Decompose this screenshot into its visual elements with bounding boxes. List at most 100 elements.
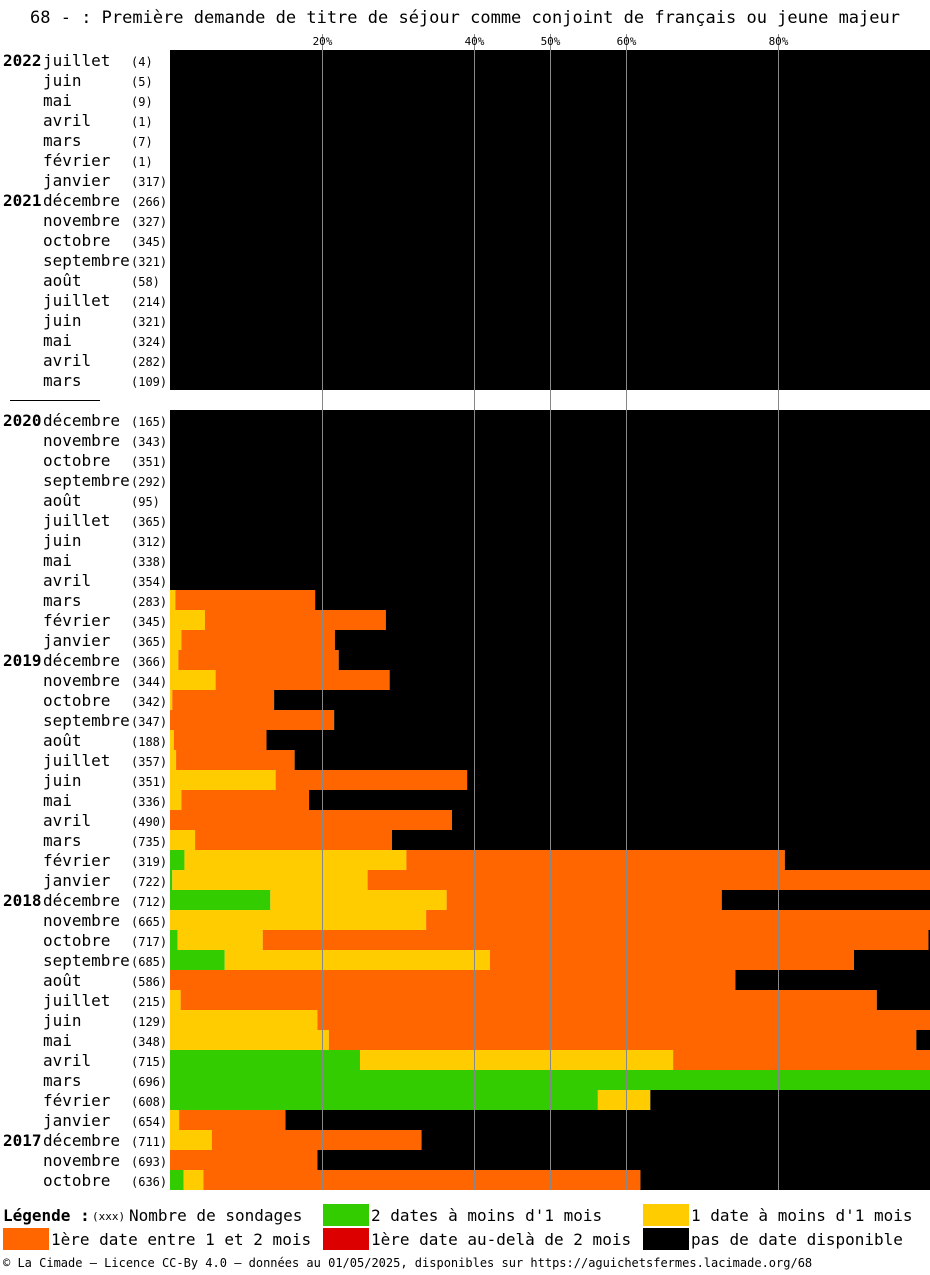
month-label: juin — [43, 771, 82, 790]
count-label: (1) — [131, 115, 153, 129]
month-label: septembre — [43, 711, 130, 730]
bar-segment-row-44-s4 — [928, 930, 930, 950]
month-label: novembre — [43, 1151, 120, 1170]
count-label: (58) — [131, 275, 160, 289]
bar-segment-2019-30-s2 — [178, 650, 339, 670]
bar-segment-2019-30-s4 — [338, 650, 930, 670]
count-label: (665) — [131, 915, 167, 929]
bar-segment-2018-42-s1 — [270, 890, 447, 910]
bar-segment-row-27-s1 — [170, 590, 176, 610]
bar-segment-row-35-s4 — [294, 750, 930, 770]
bar-segment-row-37-s2 — [181, 790, 310, 810]
bar-segment-row-45-s0 — [170, 950, 225, 970]
credits-footer: © La Cimade – Licence CC-By 4.0 – donnée… — [3, 1256, 813, 1270]
bar-segment-row-39-s1 — [170, 830, 196, 850]
month-label: mars — [43, 131, 82, 150]
month-label: février — [43, 611, 111, 630]
month-label: mai — [43, 551, 72, 570]
count-label: (321) — [131, 255, 167, 269]
month-label: septembre — [43, 471, 130, 490]
count-label: (129) — [131, 1015, 167, 1029]
count-label: (165) — [131, 415, 167, 429]
bar-segment-row-28-s1 — [170, 610, 205, 630]
month-label: décembre — [43, 191, 120, 210]
bar-segment-row-35-s1 — [170, 750, 177, 770]
legend-swatch-red — [323, 1228, 369, 1250]
bar-segment-row-52-s1 — [597, 1090, 651, 1110]
count-label: (345) — [131, 615, 167, 629]
month-label: octobre — [43, 691, 110, 710]
count-label: (343) — [131, 435, 167, 449]
count-label: (317) — [131, 175, 167, 189]
legend-count-label: Nombre de sondages — [129, 1206, 303, 1225]
month-label: mars — [43, 371, 82, 390]
bar-segment-row-41-s2 — [367, 870, 930, 890]
legend-swatch-black — [643, 1228, 689, 1250]
month-label: août — [43, 971, 82, 990]
bar-segment-row-47-s1 — [170, 990, 181, 1010]
legend-row-1: Légende : (xxx) Nombre de sondages 2 dat… — [0, 1204, 930, 1228]
count-label: (693) — [131, 1155, 167, 1169]
bar-segment-row-56-s2 — [203, 1170, 641, 1190]
bar-segment-2019-30-s1 — [170, 650, 179, 670]
bar-segment-row-29-s1 — [170, 630, 182, 650]
bar-segment-row-44-s2 — [262, 930, 929, 950]
bar-segment-row-45-s1 — [224, 950, 490, 970]
count-label: (365) — [131, 635, 167, 649]
count-label: (4) — [131, 55, 153, 69]
month-label: février — [43, 151, 111, 170]
month-label: août — [43, 491, 82, 510]
bar-segment-row-27-s4 — [315, 590, 930, 610]
bar-segment-row-47-s2 — [180, 990, 877, 1010]
month-label: avril — [43, 571, 91, 590]
bar-segment-row-44-s0 — [170, 930, 178, 950]
bar-segment-row-52-s0 — [170, 1090, 598, 1110]
count-label: (9) — [131, 95, 153, 109]
month-label: juillet — [43, 751, 110, 770]
month-label: avril — [43, 111, 91, 130]
count-label: (351) — [131, 455, 167, 469]
month-label: novembre — [43, 671, 120, 690]
bar-segment-row-52-s4 — [650, 1090, 930, 1110]
bar-segment-row-34-s4 — [266, 730, 930, 750]
count-label: (327) — [131, 215, 167, 229]
bar-segment-row-33-s4 — [334, 710, 930, 730]
count-label: (357) — [131, 755, 167, 769]
legend-swatch-yellow — [643, 1204, 689, 1226]
legend-label-yellow: 1 date à moins d'1 mois — [691, 1206, 913, 1225]
month-label: janvier — [43, 631, 111, 650]
bar-segment-row-37-s4 — [309, 790, 930, 810]
bar-segment-row-46-s2 — [170, 970, 736, 990]
bar-segment-row-40-s1 — [184, 850, 407, 870]
bar-segment-row-32-s4 — [274, 690, 930, 710]
bar-segment-row-41-s1 — [172, 870, 368, 890]
legend-swatch-orange — [3, 1228, 49, 1250]
month-label: juin — [43, 311, 82, 330]
year-label: 2022 — [3, 51, 42, 70]
month-label: mars — [43, 831, 82, 850]
count-label: (338) — [131, 555, 167, 569]
x-tick-label: 80% — [769, 35, 789, 48]
count-label: (347) — [131, 715, 167, 729]
count-label: (348) — [131, 1035, 167, 1049]
count-label: (586) — [131, 975, 167, 989]
bar-segment-row-50-s1 — [360, 1050, 674, 1070]
legend-count-marker: (xxx) — [92, 1210, 126, 1223]
count-label: (292) — [131, 475, 167, 489]
bar-segment-row-27-s2 — [175, 590, 316, 610]
month-label: octobre — [43, 1171, 110, 1190]
bar-segment-row-39-s2 — [195, 830, 392, 850]
bar-segment-row-36-s2 — [275, 770, 468, 790]
legend-label-red: 1ère date au-delà de 2 mois — [371, 1230, 632, 1249]
bar-segment-row-55-s4 — [317, 1150, 930, 1170]
bar-segment-row-48-s2 — [317, 1010, 930, 1030]
bar-segment-row-49-s2 — [328, 1030, 917, 1050]
legend-swatch-green — [323, 1204, 369, 1226]
count-label: (336) — [131, 795, 167, 809]
bar-segment-row-55-s2 — [170, 1150, 318, 1170]
bar-segment-row-56-s4 — [640, 1170, 930, 1190]
month-label: juin — [43, 1011, 82, 1030]
month-label: décembre — [43, 651, 120, 670]
bar-segment-row-48-s1 — [170, 1010, 318, 1030]
month-label: septembre — [43, 251, 130, 270]
